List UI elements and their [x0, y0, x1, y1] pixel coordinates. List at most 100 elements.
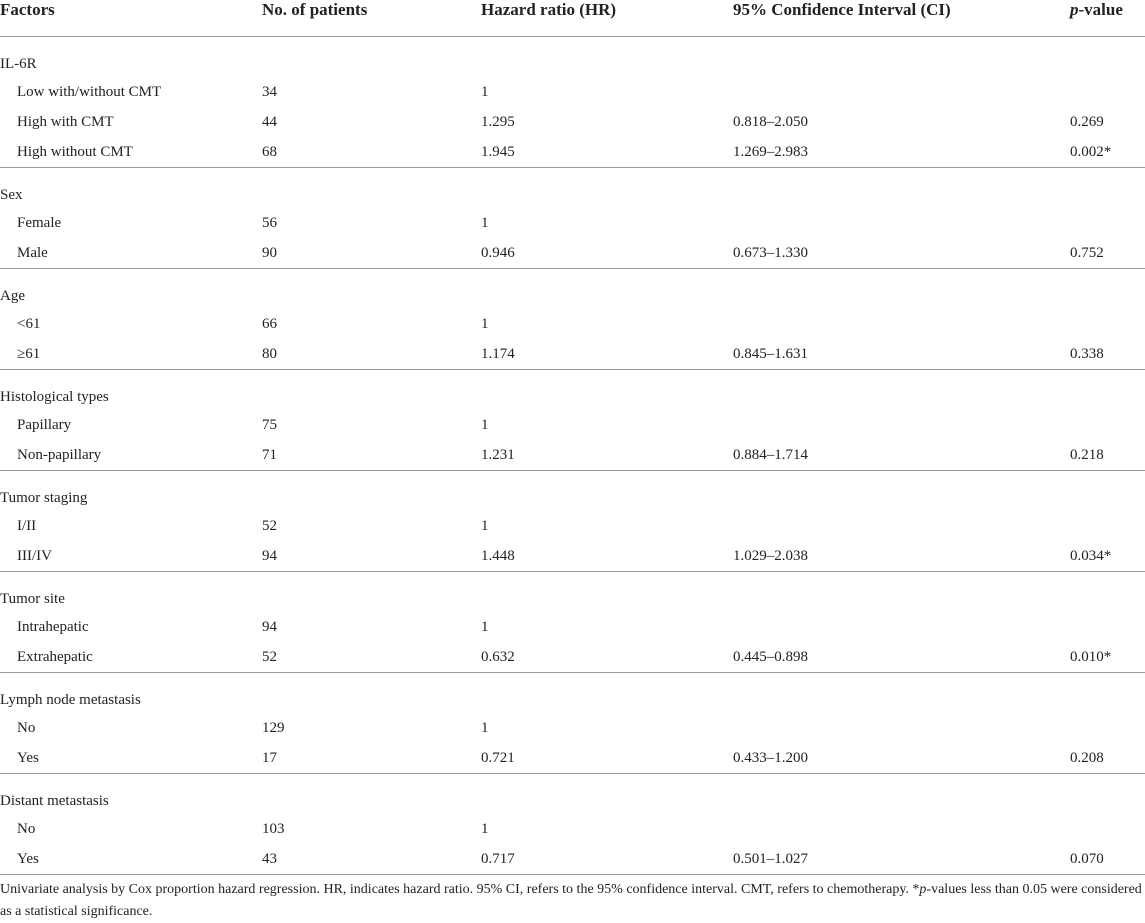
cell: 1	[481, 416, 489, 433]
empty-cell	[1070, 309, 1145, 339]
cell: Non-papillary	[17, 446, 102, 463]
group-row: Histological types	[0, 369, 1145, 410]
cell: 75	[262, 416, 277, 433]
data-row: High with CMT 44 1.295 0.818–2.050 0.269	[0, 107, 1145, 137]
cell: 1.174	[481, 345, 515, 362]
empty-cell	[733, 713, 1070, 743]
cell: 1.269–2.983	[733, 143, 808, 160]
empty-cell	[733, 814, 1070, 844]
cell: 0.673–1.330	[733, 244, 808, 261]
footnote-text: Univariate analysis by Cox proportion ha…	[0, 882, 920, 897]
header-row: Factors No. of patients Hazard ratio (HR) 9…	[0, 0, 1145, 37]
cell: 1.945	[481, 143, 515, 160]
cell: High without CMT	[17, 143, 133, 160]
header-cell: Factors	[0, 0, 262, 37]
empty-cell	[733, 208, 1070, 238]
group-label: Sex	[0, 167, 1145, 208]
cell: 94	[262, 618, 277, 635]
data-row: High without CMT 68 1.945 1.269–2.983 0.002*	[0, 137, 1145, 168]
empty-cell	[1070, 77, 1145, 107]
cell: Papillary	[17, 416, 72, 433]
cell: III/IV	[17, 547, 52, 564]
footnote-italic: p	[919, 882, 927, 897]
data-row: Low with/without CMT 34 1	[0, 77, 1145, 107]
empty-cell	[1070, 410, 1145, 440]
cell: 0.632	[481, 648, 515, 665]
cell: 1	[481, 719, 489, 736]
cell: 103	[262, 820, 285, 837]
group-label: Histological types	[0, 369, 1145, 410]
data-row: ≥61 80 1.174 0.845–1.631 0.338	[0, 339, 1145, 370]
group-label: Age	[0, 268, 1145, 309]
cell: 1	[481, 618, 489, 635]
cell: 0.818–2.050	[733, 113, 808, 130]
data-row: Male 90 0.946 0.673–1.330 0.752	[0, 238, 1145, 269]
cell: 0.433–1.200	[733, 749, 808, 766]
cell: 1	[481, 517, 489, 534]
cell: 0.845–1.631	[733, 345, 808, 362]
cell: 0.070	[1070, 844, 1145, 875]
cell: 0.946	[481, 244, 515, 261]
cell: Intrahepatic	[17, 618, 89, 635]
empty-cell	[1070, 612, 1145, 642]
cell: 94	[262, 547, 277, 564]
cell: 90	[262, 244, 277, 261]
cell: 71	[262, 446, 277, 463]
cell: 0.269	[1070, 113, 1104, 130]
cell: 1	[481, 315, 489, 332]
cell: 34	[262, 83, 277, 100]
cell: Low with/without CMT	[17, 83, 162, 100]
header-cell: 95% Confidence Interval (CI)	[733, 0, 1070, 37]
cell: 0.002*	[1070, 143, 1112, 160]
cell: 129	[262, 719, 285, 736]
cell: 0.445–0.898	[733, 648, 808, 665]
cell: 0.338	[1070, 345, 1104, 362]
cell: Yes	[17, 749, 39, 766]
empty-cell	[733, 410, 1070, 440]
data-row: No 103 1	[0, 814, 1145, 844]
footnote-text: -values less than 0.05 were considered a…	[0, 882, 1142, 919]
results-table: Factors No. of patients Hazard ratio (HR) 9…	[0, 0, 1145, 875]
cell: <61	[17, 315, 41, 332]
cell: 0.208	[1070, 749, 1104, 766]
cell: 0.010*	[1070, 648, 1112, 665]
data-row: Female 56 1	[0, 208, 1145, 238]
cell: I/II	[17, 517, 37, 534]
empty-cell	[1070, 713, 1145, 743]
data-row: Extrahepatic 52 0.632 0.445–0.898 0.010*	[0, 642, 1145, 673]
data-row: Yes 43 0.717 0.501–1.027 0.070	[0, 844, 1145, 875]
empty-cell	[1070, 814, 1145, 844]
cell: 52	[262, 517, 277, 534]
cell: 0.721	[481, 749, 515, 766]
cell: 0.034*	[1070, 547, 1112, 564]
data-row: III/IV 94 1.448 1.029–2.038 0.034*	[0, 541, 1145, 572]
data-row: Intrahepatic 94 1	[0, 612, 1145, 642]
cell: 1.448	[481, 547, 515, 564]
header-italic: p	[1070, 0, 1079, 19]
cell: 52	[262, 648, 277, 665]
cell: 1.295	[481, 113, 515, 130]
cell: 1	[481, 214, 489, 231]
header-text: -value	[1078, 0, 1123, 19]
cell: No	[17, 820, 36, 837]
cell: 1.231	[481, 446, 515, 463]
cell: 80	[262, 345, 277, 362]
data-row: I/II 52 1	[0, 511, 1145, 541]
empty-cell	[733, 511, 1070, 541]
cell: 17	[262, 749, 277, 766]
group-row: Sex	[0, 167, 1145, 208]
group-label: Tumor site	[0, 571, 1145, 612]
group-row: Tumor staging	[0, 470, 1145, 511]
cell: Female	[17, 214, 62, 231]
cell: ≥61	[17, 345, 41, 362]
group-row: Distant metastasis	[0, 773, 1145, 814]
group-label: Tumor staging	[0, 470, 1145, 511]
cell: 56	[262, 214, 277, 231]
empty-cell	[733, 77, 1070, 107]
cell: 0.717	[481, 844, 733, 875]
cell: High with CMT	[17, 113, 114, 130]
data-row: Papillary 75 1	[0, 410, 1145, 440]
cell: Yes	[0, 844, 262, 875]
cell: 66	[262, 315, 277, 332]
